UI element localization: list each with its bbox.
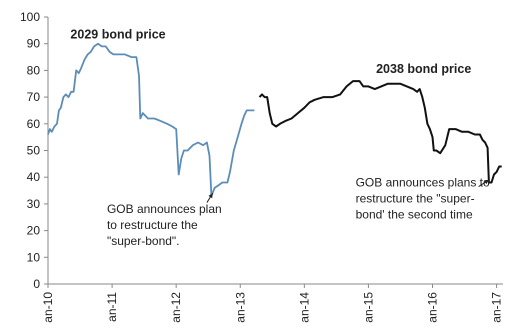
series-group: [47, 42, 502, 197]
annotations: GOB announces plan to restructure the "sup…: [107, 176, 490, 249]
annotation-text-2: GOB announces plans to: [356, 176, 490, 190]
y-tick-label: 100: [20, 10, 40, 24]
x-tick-label: an-16: [426, 292, 440, 323]
x-tick-label: an-12: [169, 292, 183, 323]
series-line-2: [258, 80, 502, 184]
annotation-text-2: restructure the "super-: [356, 192, 475, 206]
x-tick-label: an-10: [41, 292, 55, 323]
annotation-text-1: GOB announces plan: [107, 202, 222, 216]
x-tick-label: an-15: [361, 292, 375, 323]
series-label-2: 2038 bond price: [376, 62, 471, 76]
y-tick-label: 80: [27, 63, 41, 77]
y-tick-label: 0: [33, 277, 40, 291]
y-tick-label: 90: [27, 37, 41, 51]
series-label-1: 2029 bond price: [70, 27, 165, 41]
annotation-arrow-head-1: [208, 193, 213, 199]
series-line-1: [47, 42, 255, 197]
x-tick-label: an-11: [105, 292, 119, 322]
series-labels: 2029 bond price 2038 bond price: [70, 27, 471, 76]
x-tick-label: an-14: [297, 292, 311, 323]
annotation-arrow-head-2: [483, 179, 489, 185]
y-tick-label: 70: [27, 90, 41, 104]
y-tick-label: 30: [27, 197, 41, 211]
x-axis-ticks: an-10 an-11 an-12 an-13 an-14 an-15 an-16 an-17: [41, 284, 504, 323]
y-tick-label: 60: [27, 117, 41, 131]
annotation-text-1: "super-bond".: [107, 234, 180, 248]
x-tick-label: an-17: [490, 292, 504, 323]
annotation-text-2: bond' the second time: [356, 208, 473, 222]
y-tick-label: 50: [27, 144, 41, 158]
y-tick-label: 20: [27, 224, 41, 238]
y-tick-label: 10: [27, 250, 41, 264]
y-axis-ticks: 0 10 20 30 40 50 60 70 80 90 100: [20, 10, 48, 291]
y-tick-label: 40: [27, 170, 41, 184]
x-tick-label: an-13: [233, 292, 247, 323]
annotation-text-1: to restructure the: [107, 218, 198, 232]
